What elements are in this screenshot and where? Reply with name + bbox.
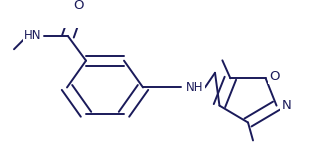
Text: N: N xyxy=(282,99,291,112)
Text: O: O xyxy=(269,70,280,83)
Text: HN: HN xyxy=(24,29,42,42)
Text: O: O xyxy=(73,0,83,12)
Text: NH: NH xyxy=(186,81,204,94)
